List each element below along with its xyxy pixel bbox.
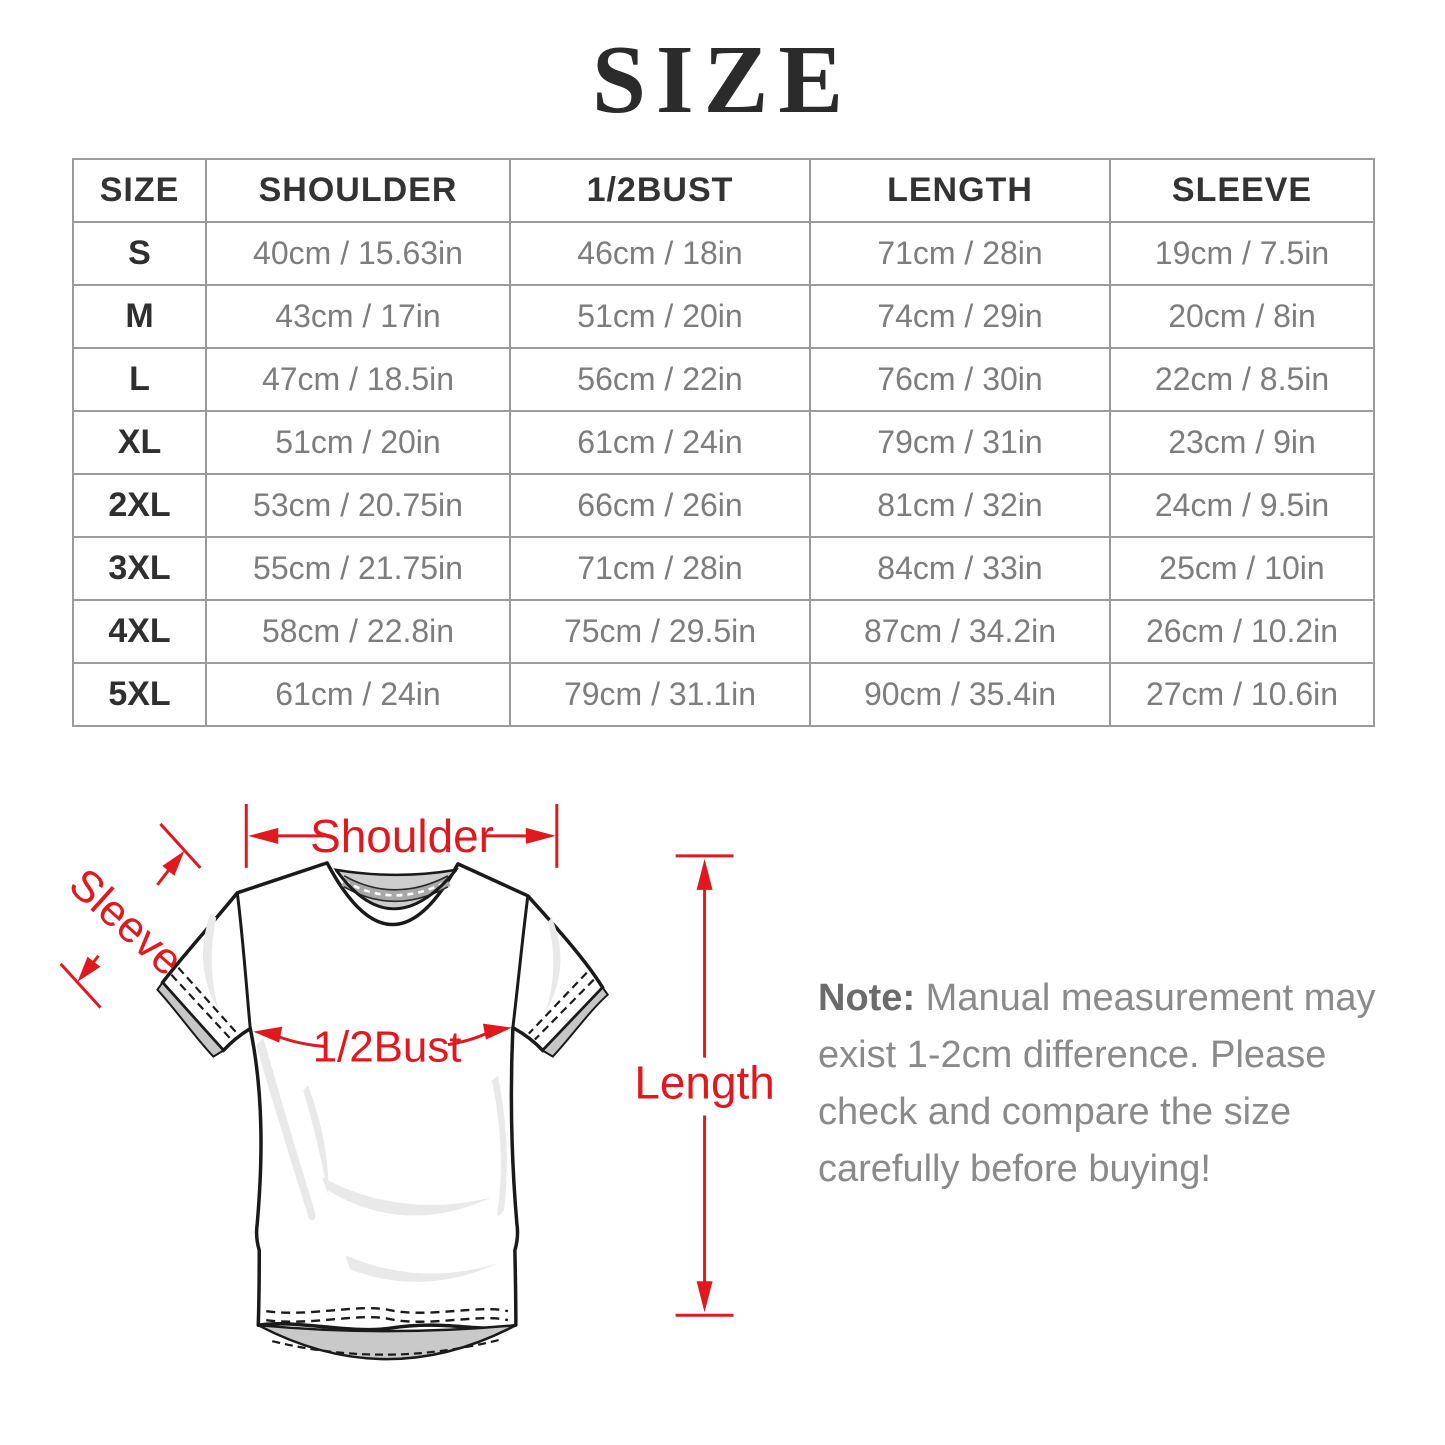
sleeve-value: 27cm / 10.6in xyxy=(1109,662,1375,727)
table-header-row: SIZE SHOULDER 1/2BUST LENGTH SLEEVE xyxy=(72,158,1375,223)
half-bust-value: 56cm / 22in xyxy=(509,347,811,412)
size-label: 5XL xyxy=(72,662,207,727)
shoulder-dimension: Shoulder xyxy=(244,803,559,868)
size-label: 2XL xyxy=(72,473,207,538)
sleeve-label: Sleeve xyxy=(60,859,192,985)
note-line: Note: Manual measurement may xyxy=(818,970,1378,1027)
header-size: SIZE xyxy=(72,158,207,223)
length-value: 90cm / 35.4in xyxy=(809,662,1111,727)
half-bust-value: 71cm / 28in xyxy=(509,536,811,601)
size-label: L xyxy=(72,347,207,412)
length-value: 71cm / 28in xyxy=(809,221,1111,286)
table-row: S 40cm / 15.63in 46cm / 18in 71cm / 28in… xyxy=(72,221,1375,286)
header-length: LENGTH xyxy=(809,158,1111,223)
half-bust-value: 75cm / 29.5in xyxy=(509,599,811,664)
note-text: Manual measurement may xyxy=(925,977,1376,1019)
size-label: 3XL xyxy=(72,536,207,601)
table-row: 4XL 58cm / 22.8in 75cm / 29.5in 87cm / 3… xyxy=(72,599,1375,664)
table-row: 2XL 53cm / 20.75in 66cm / 26in 81cm / 32… xyxy=(72,473,1375,538)
length-value: 74cm / 29in xyxy=(809,284,1111,349)
length-value: 87cm / 34.2in xyxy=(809,599,1111,664)
shoulder-value: 55cm / 21.75in xyxy=(205,536,511,601)
table-row: 3XL 55cm / 21.75in 71cm / 28in 84cm / 33… xyxy=(72,536,1375,601)
half-bust-value: 79cm / 31.1in xyxy=(509,662,811,727)
length-dimension: Length xyxy=(634,854,775,1317)
header-shoulder: SHOULDER xyxy=(205,158,511,223)
table-row: XL 51cm / 20in 61cm / 24in 79cm / 31in 2… xyxy=(72,410,1375,475)
note-line: exist 1-2cm difference. Please xyxy=(818,1034,1327,1076)
half-bust-value: 61cm / 24in xyxy=(509,410,811,475)
size-label: S xyxy=(72,221,207,286)
shoulder-value: 43cm / 17in xyxy=(205,284,511,349)
table-row: L 47cm / 18.5in 56cm / 22in 76cm / 30in … xyxy=(72,347,1375,412)
table-row: 5XL 61cm / 24in 79cm / 31.1in 90cm / 35.… xyxy=(72,662,1375,727)
half-bust-label: 1/2Bust xyxy=(313,1023,462,1072)
half-bust-value: 66cm / 26in xyxy=(509,473,811,538)
sleeve-value: 23cm / 9in xyxy=(1109,410,1375,475)
shoulder-value: 51cm / 20in xyxy=(205,410,511,475)
table-row: M 43cm / 17in 51cm / 20in 74cm / 29in 20… xyxy=(72,284,1375,349)
sleeve-value: 19cm / 7.5in xyxy=(1109,221,1375,286)
length-value: 76cm / 30in xyxy=(809,347,1111,412)
page-title: SIZE xyxy=(591,26,854,133)
half-bust-dimension: 1/2Bust xyxy=(253,1023,512,1072)
sleeve-value: 24cm / 9.5in xyxy=(1109,473,1375,538)
sleeve-cuffs xyxy=(156,966,610,1058)
shoulder-value: 58cm / 22.8in xyxy=(205,599,511,664)
shoulder-label: Shoulder xyxy=(310,810,494,862)
note-prefix: Note: xyxy=(818,977,916,1019)
shoulder-value: 61cm / 24in xyxy=(205,662,511,727)
size-label: M xyxy=(72,284,207,349)
length-label: Length xyxy=(634,1057,774,1109)
length-value: 79cm / 31in xyxy=(809,410,1111,475)
size-table: SIZE SHOULDER 1/2BUST LENGTH SLEEVE S 40… xyxy=(72,158,1375,727)
note-line: check and compare the size xyxy=(818,1091,1292,1133)
bottom-hem xyxy=(257,1307,517,1361)
sleeve-value: 25cm / 10in xyxy=(1109,536,1375,601)
size-label: XL xyxy=(72,410,207,475)
sleeve-value: 22cm / 8.5in xyxy=(1109,347,1375,412)
sleeve-value: 26cm / 10.2in xyxy=(1109,599,1375,664)
sleeve-value: 20cm / 8in xyxy=(1109,284,1375,349)
shoulder-value: 47cm / 18.5in xyxy=(205,347,511,412)
tshirt-measurement-diagram: Shoulder Sleeve 1/2Bust Length xyxy=(60,803,775,1361)
header-half-bust: 1/2BUST xyxy=(509,158,811,223)
half-bust-value: 46cm / 18in xyxy=(509,221,811,286)
measurement-note: Note: Manual measurement may exist 1-2cm… xyxy=(818,970,1378,1198)
size-label: 4XL xyxy=(72,599,207,664)
length-value: 81cm / 32in xyxy=(809,473,1111,538)
shoulder-value: 53cm / 20.75in xyxy=(205,473,511,538)
length-value: 84cm / 33in xyxy=(809,536,1111,601)
half-bust-value: 51cm / 20in xyxy=(509,284,811,349)
shoulder-value: 40cm / 15.63in xyxy=(205,221,511,286)
fabric-wrinkles xyxy=(202,913,561,1282)
tshirt-illustration xyxy=(156,861,610,1361)
note-line: carefully before buying! xyxy=(818,1148,1211,1190)
collar xyxy=(333,868,460,911)
header-sleeve: SLEEVE xyxy=(1109,158,1375,223)
